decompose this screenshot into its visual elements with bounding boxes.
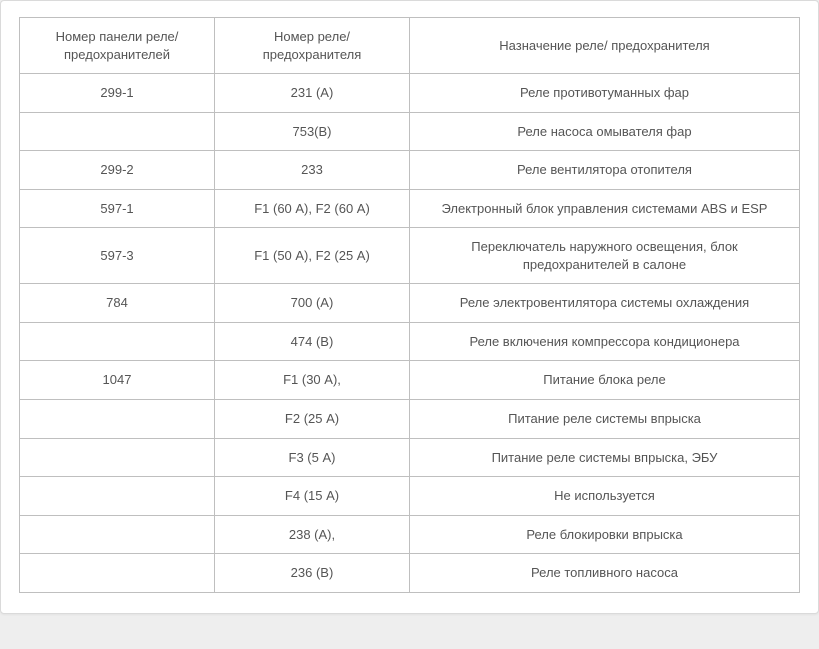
table-row: 597-1F1 (60 А), F2 (60 А)Электронный бло…: [20, 189, 800, 228]
table-row: F4 (15 А)Не используется: [20, 477, 800, 516]
table-cell: 238 (А),: [215, 515, 410, 554]
table-cell: Реле электровентилятора системы охлажден…: [410, 284, 800, 323]
table-cell: F3 (5 А): [215, 438, 410, 477]
table-row: 299-1231 (А)Реле противотуманных фар: [20, 74, 800, 113]
table-cell: Электронный блок управления системами AB…: [410, 189, 800, 228]
table-row: 753(В)Реле насоса омывателя фар: [20, 112, 800, 151]
col-header-relay: Номер реле/ предохранителя: [215, 18, 410, 74]
table-row: 784700 (А)Реле электровентилятора систем…: [20, 284, 800, 323]
table-cell: 299-1: [20, 74, 215, 113]
table-cell: [20, 515, 215, 554]
table-cell: [20, 400, 215, 439]
table-row: 236 (В)Реле топливного насоса: [20, 554, 800, 593]
table-row: F3 (5 А)Питание реле системы впрыска, ЭБ…: [20, 438, 800, 477]
table-row: 238 (А),Реле блокировки впрыска: [20, 515, 800, 554]
table-cell: Реле насоса омывателя фар: [410, 112, 800, 151]
table-cell: 784: [20, 284, 215, 323]
table-row: 299-2233Реле вентилятора отопителя: [20, 151, 800, 190]
table-cell: 236 (В): [215, 554, 410, 593]
relay-fuse-table: Номер панели реле/ предохранителей Номер…: [19, 17, 800, 593]
table-cell: 231 (А): [215, 74, 410, 113]
table-body: 299-1231 (А)Реле противотуманных фар753(…: [20, 74, 800, 593]
col-header-panel: Номер панели реле/ предохранителей: [20, 18, 215, 74]
table-cell: F1 (50 А), F2 (25 А): [215, 228, 410, 284]
table-cell: Питание реле системы впрыска, ЭБУ: [410, 438, 800, 477]
table-cell: F1 (30 А),: [215, 361, 410, 400]
table-cell: 474 (В): [215, 322, 410, 361]
table-cell: 700 (А): [215, 284, 410, 323]
table-cell: F1 (60 А), F2 (60 А): [215, 189, 410, 228]
table-cell: Питание реле системы впрыска: [410, 400, 800, 439]
table-row: 597-3F1 (50 А), F2 (25 А)Переключатель н…: [20, 228, 800, 284]
table-cell: 1047: [20, 361, 215, 400]
table-header-row: Номер панели реле/ предохранителей Номер…: [20, 18, 800, 74]
table-cell: Реле блокировки впрыска: [410, 515, 800, 554]
table-row: 474 (В)Реле включения компрессора кондиц…: [20, 322, 800, 361]
table-cell: Не используется: [410, 477, 800, 516]
table-cell: [20, 438, 215, 477]
table-row: F2 (25 А)Питание реле системы впрыска: [20, 400, 800, 439]
table-cell: [20, 477, 215, 516]
table-cell: [20, 322, 215, 361]
table-cell: 597-1: [20, 189, 215, 228]
table-cell: F4 (15 А): [215, 477, 410, 516]
table-cell: 753(В): [215, 112, 410, 151]
table-cell: Переключатель наружного освещения, блок …: [410, 228, 800, 284]
table-cell: Питание блока реле: [410, 361, 800, 400]
col-header-desc: Назначение реле/ предохранителя: [410, 18, 800, 74]
table-cell: 597-3: [20, 228, 215, 284]
table-cell: Реле включения компрессора кондиционера: [410, 322, 800, 361]
table-cell: F2 (25 А): [215, 400, 410, 439]
table-cell: Реле противотуманных фар: [410, 74, 800, 113]
table-cell: Реле топливного насоса: [410, 554, 800, 593]
table-cell: [20, 112, 215, 151]
table-card: Номер панели реле/ предохранителей Номер…: [0, 0, 819, 614]
table-cell: [20, 554, 215, 593]
table-cell: 233: [215, 151, 410, 190]
table-cell: Реле вентилятора отопителя: [410, 151, 800, 190]
table-row: 1047F1 (30 А),Питание блока реле: [20, 361, 800, 400]
table-cell: 299-2: [20, 151, 215, 190]
